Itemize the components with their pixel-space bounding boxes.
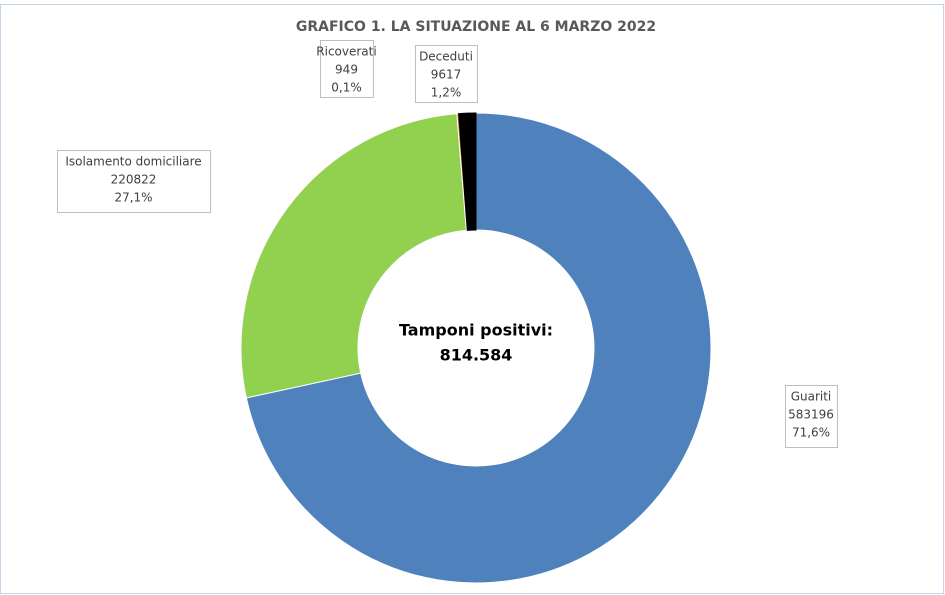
data-label-percent: 71,6% [792, 426, 830, 440]
data-label-box [415, 45, 478, 103]
data-label-percent: 0,1% [331, 81, 362, 95]
data-label-name: Ricoverati [316, 45, 376, 59]
donut-segment [240, 113, 467, 399]
data-label-box [785, 385, 838, 448]
data-label-value: 9617 [431, 68, 462, 82]
center-title: Tamponi positivi: [399, 321, 553, 340]
data-label-value: 949 [335, 63, 358, 77]
data-label-percent: 1,2% [431, 86, 462, 100]
data-label-name: Guariti [791, 390, 832, 404]
data-label-box [320, 40, 374, 98]
donut-segment [458, 112, 477, 231]
center-value: 814.584 [440, 346, 513, 365]
data-label-box [57, 150, 211, 213]
data-label-name: Deceduti [419, 50, 473, 64]
donut-segment [245, 112, 712, 584]
data-label-value: 220822 [111, 173, 157, 187]
data-label-percent: 27,1% [114, 191, 152, 205]
data-label-name: Isolamento domiciliare [65, 155, 201, 169]
data-label-value: 583196 [788, 408, 834, 422]
chart-title: GRAFICO 1. LA SITUAZIONE AL 6 MARZO 2022 [296, 19, 656, 35]
